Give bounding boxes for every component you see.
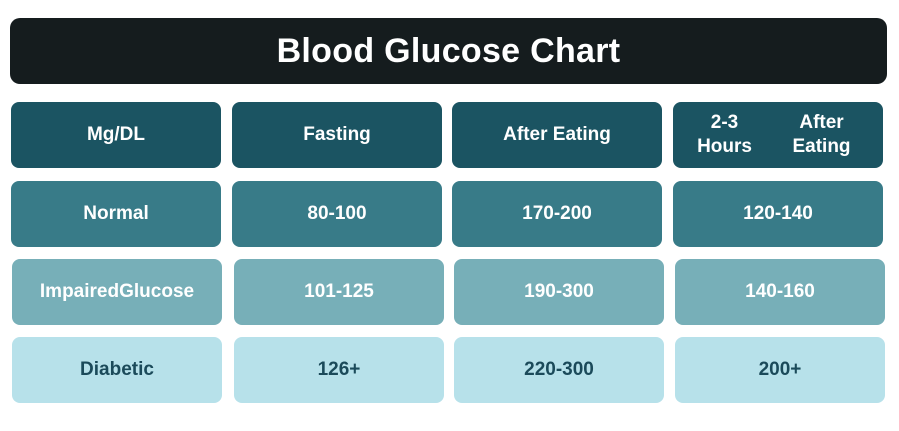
value-impaired-fasting: 101-125 bbox=[234, 259, 444, 325]
value-normal-2-3-hours: 120-140 bbox=[673, 181, 883, 247]
chart-title: Blood Glucose Chart bbox=[10, 18, 887, 84]
value-diabetic-after-eating: 220-300 bbox=[454, 337, 664, 403]
header-cell-after-eating: After Eating bbox=[452, 102, 662, 168]
row-label-impaired-glucose: Impaired Glucose bbox=[12, 259, 222, 325]
header-cell-mgdl: Mg/DL bbox=[11, 102, 221, 168]
row-label-diabetic: Diabetic bbox=[12, 337, 222, 403]
value-diabetic-fasting: 126+ bbox=[234, 337, 444, 403]
value-normal-fasting: 80-100 bbox=[232, 181, 442, 247]
header-cell-fasting: Fasting bbox=[232, 102, 442, 168]
value-impaired-2-3-hours: 140-160 bbox=[675, 259, 885, 325]
value-normal-after-eating: 170-200 bbox=[452, 181, 662, 247]
header-cell-2-3-hours-after-eating: 2-3 Hours After Eating bbox=[673, 102, 883, 168]
value-impaired-after-eating: 190-300 bbox=[454, 259, 664, 325]
value-diabetic-2-3-hours: 200+ bbox=[675, 337, 885, 403]
row-label-normal: Normal bbox=[11, 181, 221, 247]
